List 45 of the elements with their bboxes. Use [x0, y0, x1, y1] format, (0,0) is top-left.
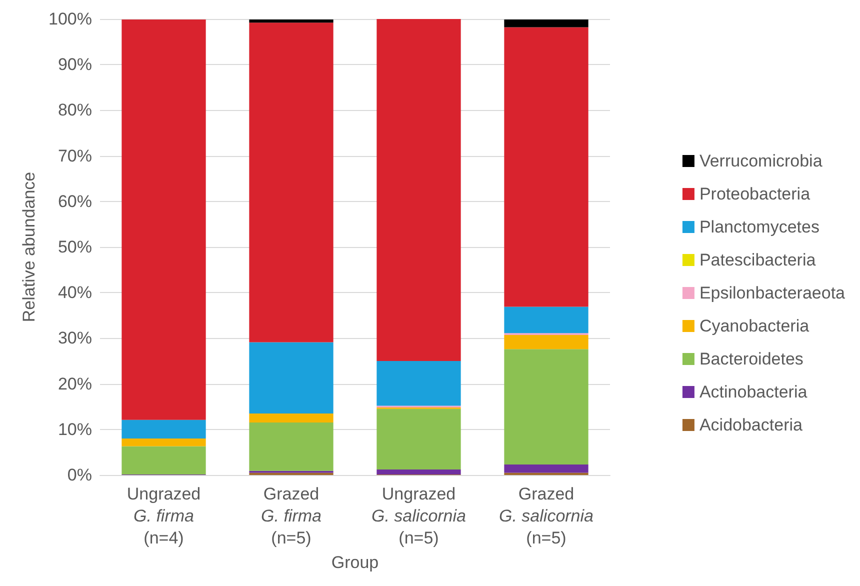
bar — [376, 19, 461, 361]
x-axis-title: Group — [331, 552, 379, 572]
bar — [122, 19, 206, 420]
legend-label: Cyanobacteria — [699, 316, 810, 336]
y-axis-title: Relative abundance — [20, 172, 39, 322]
y-tick-label: 70% — [58, 146, 92, 166]
y-tick-label: 0% — [67, 466, 92, 484]
y-tick-label: 30% — [58, 328, 92, 348]
bar — [376, 470, 461, 475]
legend-label: Patescibacteria — [699, 250, 816, 270]
y-tick-label: 50% — [58, 238, 92, 256]
bar — [249, 422, 334, 471]
bar — [376, 408, 461, 470]
bar — [249, 19, 334, 23]
y-tick-label: 40% — [58, 283, 92, 302]
legend-label: Acidobacteria — [699, 416, 804, 434]
legend-label: Actinobacteria — [699, 382, 808, 402]
bar — [122, 446, 206, 475]
bar — [376, 361, 461, 406]
y-tick-label: 10% — [58, 420, 92, 439]
bar — [122, 420, 206, 439]
bar — [504, 349, 588, 465]
legend-label: Verrucomicrobia — [699, 152, 823, 170]
y-tick-label: 100% — [48, 10, 92, 28]
legend-label: Bacteroidetes — [699, 350, 804, 368]
y-tick-label: 20% — [58, 374, 92, 394]
x-tick-label: Grazed G. firma (n=5) — [261, 484, 322, 548]
y-tick-label: 80% — [58, 100, 92, 120]
y-tick-label: 90% — [58, 55, 92, 74]
bar — [504, 19, 588, 28]
bar — [504, 27, 588, 307]
bar — [504, 335, 588, 350]
y-tick-label: 60% — [58, 192, 92, 211]
bar — [249, 22, 334, 342]
x-tick-label: Grazed G. salicornia (n=5) — [499, 484, 594, 548]
x-tick-label: Ungrazed G. firma (n=4) — [126, 484, 201, 548]
bar — [249, 342, 334, 414]
bar — [504, 464, 588, 473]
bar — [504, 306, 588, 334]
bar — [249, 413, 334, 423]
legend-label: Epsilonbacteraeota — [699, 284, 846, 302]
legend-label: Proteobacteria — [699, 184, 811, 204]
legend-label: Planctomycetes — [699, 218, 820, 236]
bar — [122, 438, 206, 446]
x-tick-label: Ungrazed G. salicornia (n=5) — [372, 484, 466, 548]
